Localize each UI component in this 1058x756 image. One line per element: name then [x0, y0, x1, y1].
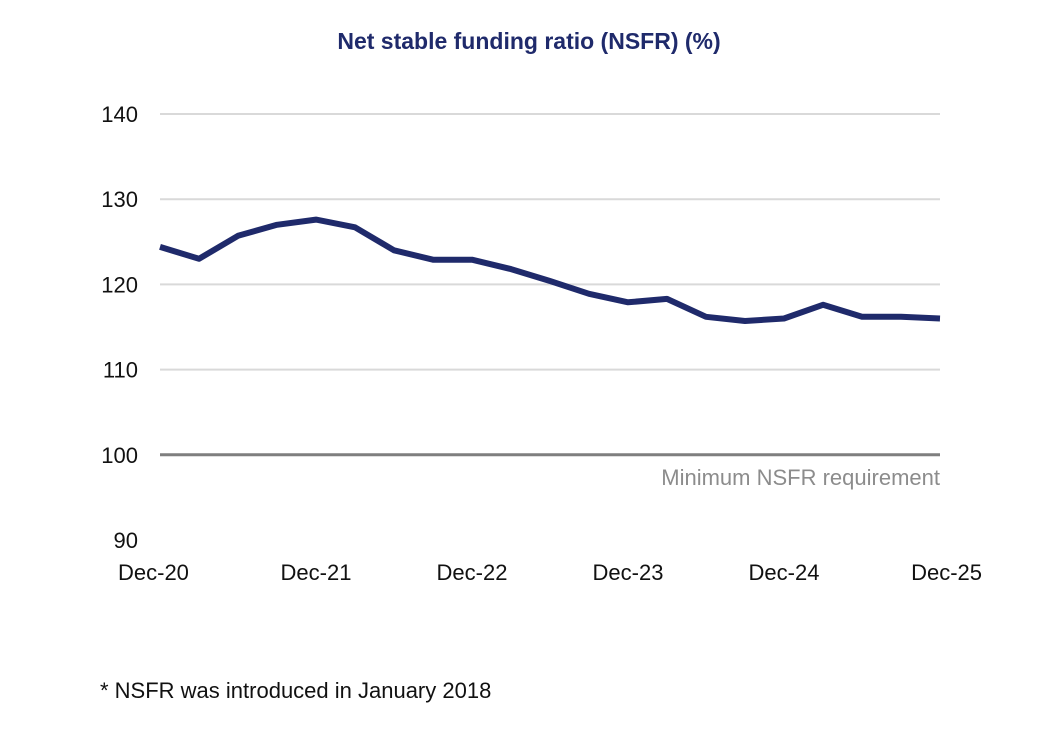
- y-tick-label: 110: [103, 358, 138, 383]
- x-tick-label: Dec-20: [118, 560, 189, 585]
- reference-line-group: Minimum NSFR requirement: [160, 453, 940, 490]
- y-tick-label: 130: [101, 187, 138, 212]
- y-tick-label: 140: [101, 102, 138, 127]
- series-line-0: [159, 216, 941, 324]
- x-tick-label: Dec-25: [911, 560, 982, 585]
- x-tick-label: Dec-21: [281, 560, 352, 585]
- x-tick-label: Dec-23: [593, 560, 664, 585]
- y-tick-label: 100: [101, 443, 138, 468]
- series-layer: [159, 216, 941, 324]
- y-axis-ticks: 90 100 110 120 130 140: [101, 102, 138, 553]
- reference-line-label: Minimum NSFR requirement: [661, 465, 940, 490]
- x-tick-label: Dec-22: [437, 560, 508, 585]
- x-axis-ticks: Dec-20 Dec-21 Dec-22 Dec-23 Dec-24 Dec-25: [118, 560, 982, 585]
- footnote: * NSFR was introduced in January 2018: [100, 678, 492, 703]
- x-tick-label: Dec-24: [749, 560, 820, 585]
- gridlines: [160, 113, 940, 371]
- y-tick-label: 90: [114, 528, 138, 553]
- chart-title: Net stable funding ratio (NSFR) (%): [337, 28, 721, 54]
- y-tick-label: 120: [101, 272, 138, 297]
